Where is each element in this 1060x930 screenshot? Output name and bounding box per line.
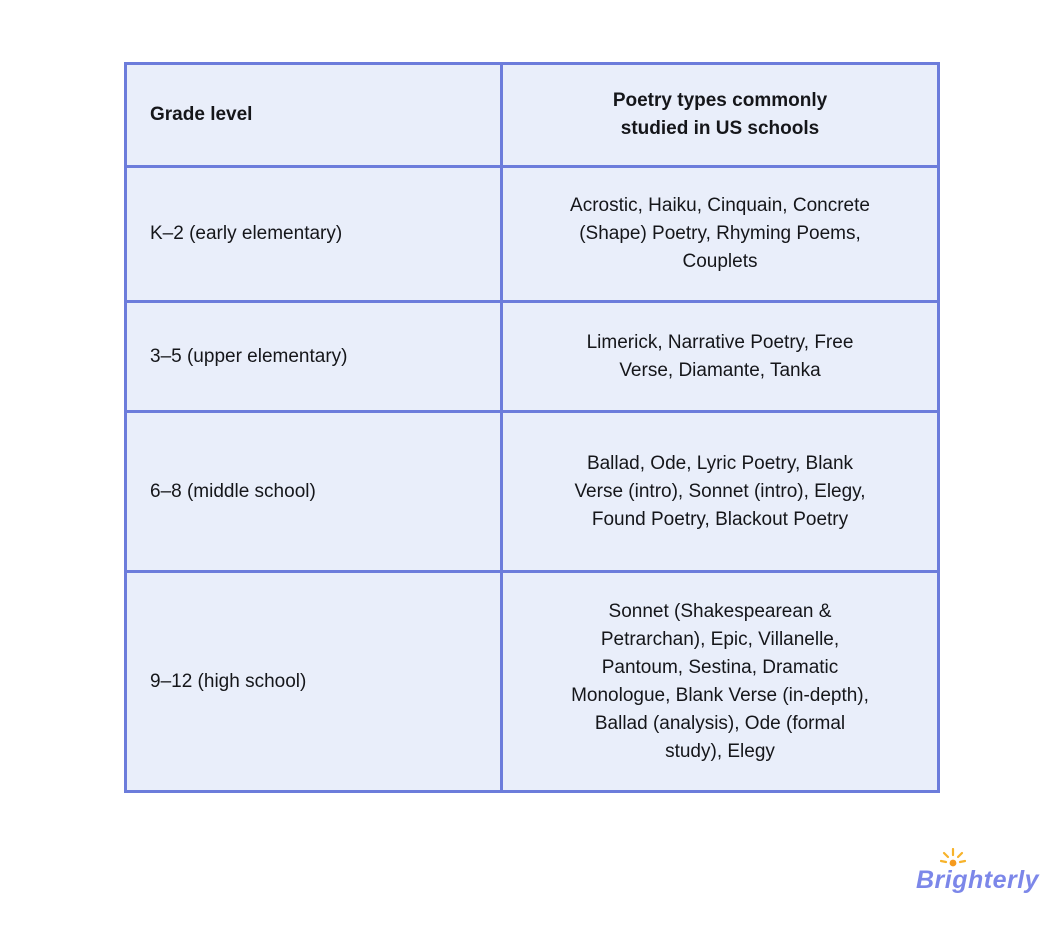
table-row: Acrostic, Haiku, Cinquain, Concrete (Sha… — [503, 168, 937, 300]
table-row: 3–5 (upper elementary) — [127, 303, 500, 410]
table-header-grade-level-label: Grade level — [150, 104, 253, 125]
table-header-grade-level: Grade level — [127, 65, 500, 165]
table-row: K–2 (early elementary) — [127, 168, 500, 300]
brighterly-wordmark: Brighterly — [916, 866, 1040, 894]
brighterly-logo: Brighterly — [916, 848, 1040, 906]
poetry-cell-3-5: Limerick, Narrative Poetry, Free Verse, … — [586, 331, 854, 381]
grade-cell-k2: K–2 (early elementary) — [150, 223, 343, 244]
sun-burst-icon — [940, 848, 966, 867]
grade-cell-3-5: 3–5 (upper elementary) — [150, 345, 348, 367]
table-row: 9–12 (high school) — [127, 573, 500, 790]
table-header-poetry-types-label: Poetry types commonly studied in US scho… — [612, 90, 828, 139]
table-row: Sonnet (Shakespearean & Petrarchan), Epi… — [503, 573, 937, 790]
poetry-cell-9-12: Sonnet (Shakespearean & Petrarchan), Epi… — [571, 600, 869, 762]
table-row: 6–8 (middle school) — [127, 413, 500, 570]
grade-cell-6-8: 6–8 (middle school) — [150, 480, 316, 502]
poetry-types-table: Grade level Poetry types commonly studie… — [124, 62, 940, 793]
table-row: Limerick, Narrative Poetry, Free Verse, … — [503, 303, 937, 410]
table-header-poetry-types: Poetry types commonly studied in US scho… — [503, 65, 937, 165]
table-row: Ballad, Ode, Lyric Poetry, Blank Verse (… — [503, 413, 937, 570]
poetry-cell-k2: Acrostic, Haiku, Cinquain, Concrete (Sha… — [570, 195, 870, 272]
grade-cell-9-12: 9–12 (high school) — [150, 670, 307, 692]
poetry-cell-6-8: Ballad, Ode, Lyric Poetry, Blank Verse (… — [574, 452, 866, 530]
